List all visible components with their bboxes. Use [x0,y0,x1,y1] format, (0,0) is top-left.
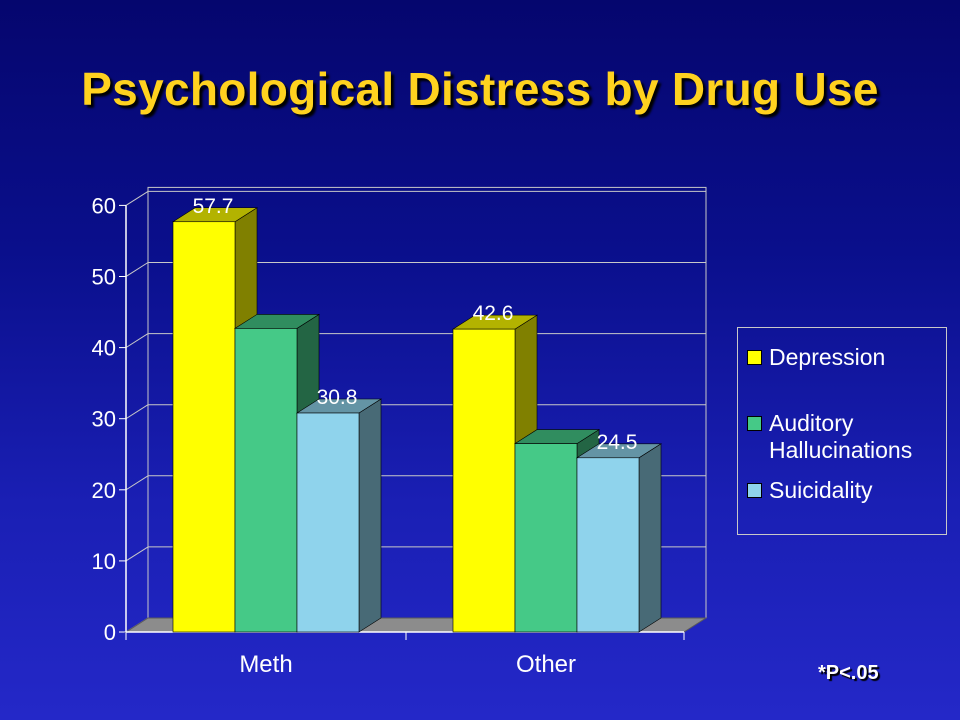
gridline-side [125,190,149,206]
legend-label-depression: Depression [769,344,886,370]
x-category-label: Other [516,651,576,678]
legend-label-suicidality: Suicidality [769,477,873,503]
legend-item-depression: Depression [747,344,949,371]
chart-legend: Depression Auditory Hallucinations Suici… [737,327,947,535]
gridline-side [125,333,149,349]
y-tick-label: 40 [92,336,116,361]
bar-side [638,443,662,633]
data-label: 30.8 [317,386,358,409]
data-label: 42.6 [473,302,514,325]
legend-swatch-suicidality [747,483,762,498]
bar [234,328,298,633]
significance-footnote: *P<.05 [818,662,879,684]
gridline-side [125,546,149,562]
y-tick-label: 0 [104,620,116,645]
y-tick-label: 30 [92,407,116,432]
y-tick-label: 50 [92,265,116,290]
bar-side [358,398,382,633]
data-label: 24.5 [597,431,638,454]
bar [296,412,360,633]
y-tick-label: 10 [92,549,116,574]
legend-item-suicidality: Suicidality [747,477,949,504]
data-label: 57.7 [193,195,234,218]
x-category-label: Meth [239,651,292,678]
legend-item-auditory-hallucinations: Auditory Hallucinations [747,410,949,464]
slide-title: Psychological Distress by Drug Use [81,63,879,115]
bar [172,221,236,633]
bar [514,443,578,633]
legend-swatch-auditory-hallucinations [747,416,762,431]
bar [452,328,516,633]
gridline-side [125,475,149,491]
legend-label-auditory-hallucinations: Auditory Hallucinations [769,410,913,463]
gridline-side [125,262,149,277]
bar [576,457,640,633]
legend-swatch-depression [747,350,762,365]
gridline-side [125,404,149,420]
y-tick-label: 60 [92,193,116,218]
y-tick-label: 20 [92,478,116,503]
